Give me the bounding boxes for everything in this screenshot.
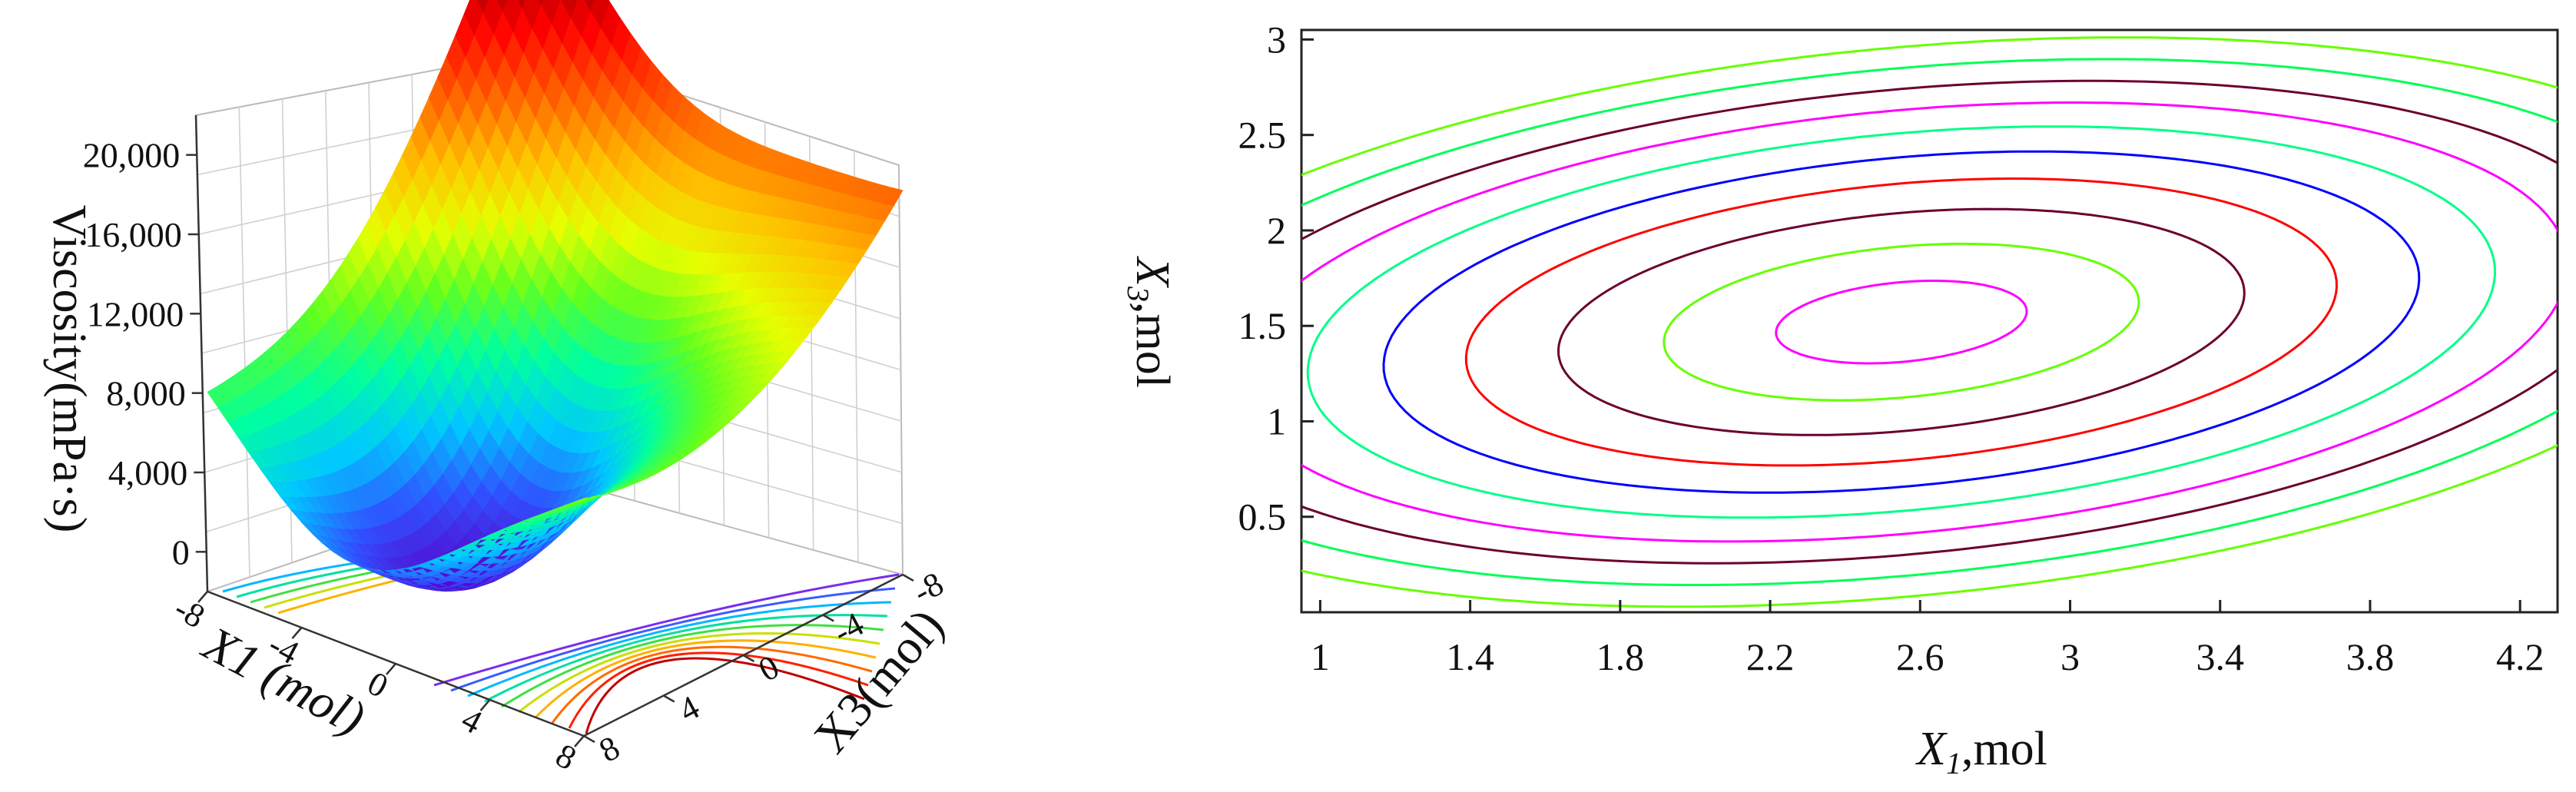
contour-line (1775, 280, 2028, 365)
x-tick-label: 8 (550, 736, 582, 777)
y-tick-label: 2 (1267, 209, 1286, 252)
y-tick-label: 8 (593, 728, 625, 770)
y-tick-label: 1.5 (1238, 304, 1287, 347)
y-tick-label: 3 (1267, 18, 1286, 61)
y-tick (902, 573, 914, 582)
y-tick-label: 0 (752, 648, 784, 689)
z-tick-label: 4,000 (108, 453, 188, 492)
z-tick-label: 0 (172, 532, 190, 572)
x-tick-label: 3.8 (2346, 635, 2395, 678)
z-tick-label: 20,000 (83, 136, 181, 175)
x-tick (291, 627, 303, 639)
contour-line (1301, 79, 2558, 565)
contour-line (1464, 177, 2339, 467)
contour-chart: 1 1.4 1.8 2.2 2.6 3 3.4 3.8 4.2 0.5 1 1.5 2 2.5 3 X1,… (1121, 18, 2559, 780)
x-axis-label: X1,mol (1915, 723, 2047, 780)
contour-line (1301, 36, 2558, 608)
x-tick-label: 2.6 (1896, 635, 1944, 678)
y-tick-label: 4 (673, 688, 705, 730)
x-tick (479, 699, 491, 711)
contour-line (1663, 242, 2140, 402)
y-axis-label: X3,mol (1121, 255, 1179, 388)
x-tick (197, 591, 208, 603)
z-tick-label: 8,000 (106, 374, 186, 413)
surface-mesh (207, 0, 903, 592)
z-tick-labels: 20,000 16,000 12,000 8,000 4,000 0 (83, 136, 207, 572)
y-tick-label: 0.5 (1238, 495, 1287, 538)
y-tick-label: -4 (827, 605, 870, 651)
x-tick-label: 2.2 (1746, 635, 1795, 678)
x-ticks: 1 1.4 1.8 2.2 2.6 3 3.4 3.8 4.2 (1311, 600, 2545, 678)
contour-line (1557, 207, 2246, 436)
x-tick (574, 735, 585, 747)
x-tick (386, 663, 396, 675)
y-tick (822, 614, 834, 622)
y-tick-label: 2.5 (1238, 114, 1287, 157)
x-tick-label: 4 (456, 700, 488, 741)
x-tick-label: 1.4 (1446, 635, 1494, 678)
contour-lines (1301, 36, 2558, 608)
y-ticks: 0.5 1 1.5 2 2.5 3 (1238, 18, 1314, 538)
y-tick (583, 734, 595, 744)
x-tick-label: 3.4 (2196, 635, 2244, 678)
x-tick-label: 3 (2060, 635, 2080, 678)
contour-line (1301, 101, 2558, 543)
contour-line (1301, 58, 2558, 586)
z-axis-label: Viscosity(mPa·s) (43, 205, 95, 533)
contour-line (1306, 125, 2497, 519)
z-tick-label: 16,000 (85, 215, 182, 254)
y-tick (663, 694, 675, 703)
z-tick-label: 12,000 (87, 294, 184, 333)
plot-frame (1300, 28, 2559, 614)
y-tick (742, 654, 755, 663)
x-tick-label: 1.8 (1596, 635, 1645, 678)
y-axis-label: X3(mol) (803, 598, 953, 763)
y-tick-label: 1 (1267, 399, 1286, 442)
contour-line (1382, 150, 2421, 494)
x-tick-label: 1 (1311, 635, 1330, 678)
x-tick-label: 4.2 (2496, 635, 2545, 678)
